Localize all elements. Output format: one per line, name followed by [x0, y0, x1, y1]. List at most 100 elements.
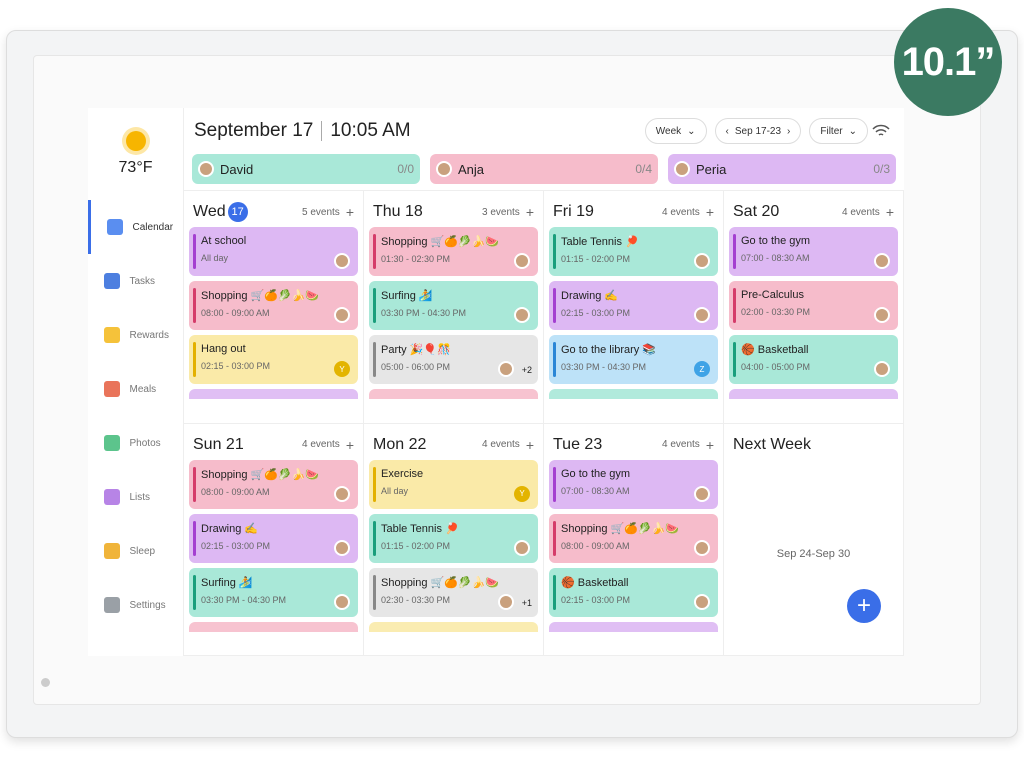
person-chip[interactable]: Peria 0/3: [668, 154, 896, 184]
person-chip[interactable]: Anja 0/4: [430, 154, 658, 184]
nav-item[interactable]: Tasks: [88, 254, 184, 308]
more-count: +1: [521, 597, 532, 608]
event-title: Go to the gym: [741, 235, 811, 247]
day-header: Wed 17 5 events +: [189, 197, 358, 227]
prev[interactable]: ‹: [725, 125, 729, 137]
next[interactable]: ›: [787, 125, 791, 137]
event-title: Shopping 🛒🍊🥬🍌🍉: [381, 236, 500, 248]
event-count: 4 events: [662, 206, 700, 218]
nav-label: Lists: [129, 491, 151, 503]
event-title: Shopping 🛒🍊🥬🍌🍉: [561, 522, 680, 535]
nav-item[interactable]: Sleep: [88, 524, 184, 578]
event-card[interactable]: Shopping 🛒🍊🥬🍌🍉 01:30 - 02:30 PM: [369, 227, 538, 276]
event-title: Table Tennis 🏓: [561, 236, 639, 248]
nav-item[interactable]: Lists: [88, 470, 184, 524]
weather: 73°F: [119, 108, 152, 200]
nav-item[interactable]: Photos: [88, 416, 184, 470]
event-time: 03:30 PM - 04:30 PM: [201, 594, 287, 605]
chevron: ⌄: [848, 125, 857, 137]
filter-button[interactable]: Filter ⌄: [809, 118, 868, 144]
person-chip[interactable]: David 0/0: [192, 154, 420, 184]
event-card[interactable]: 🏀 Basketball 02:15 - 03:00 PM: [549, 567, 718, 617]
avatar-badge: Y: [514, 485, 530, 502]
event-title: Surfing 🏄: [201, 576, 253, 589]
add-event[interactable]: +: [705, 204, 714, 220]
nav-item[interactable]: Calendar: [88, 200, 184, 254]
event-time: 05:00 - 06:00 PM: [381, 362, 451, 372]
avatar: [334, 253, 350, 269]
main: September 17 10:05 AM Week ⌄ ‹ Sep 17-23 › …: [184, 108, 904, 656]
more-events: [549, 621, 718, 632]
event-card[interactable]: Shopping 🛒🍊🥬🍌🍉 02:30 - 03:30 PM +1: [369, 567, 538, 617]
event-time: 01:15 - 02:00 PM: [561, 254, 631, 264]
event-title: 🏀 Basketball: [561, 576, 629, 589]
person-count: 0/4: [635, 162, 652, 176]
event-card[interactable]: Shopping 🛒🍊🥬🍌🍉 08:00 - 09:00 AM: [549, 513, 718, 563]
event-card[interactable]: Drawing ✍️ 02:15 - 03:00 PM: [189, 513, 358, 563]
nav-item[interactable]: Settings: [88, 578, 184, 632]
nav-item[interactable]: Meals: [88, 362, 184, 416]
range-nav[interactable]: ‹ Sep 17-23 ›: [714, 118, 802, 144]
more-events: [369, 389, 538, 399]
event-title: Table Tennis 🏓: [381, 522, 459, 535]
event-card[interactable]: Go to the gym 07:00 - 08:30 AM: [729, 227, 898, 276]
event-title: Exercise: [381, 467, 424, 480]
nav-item[interactable]: Rewards: [88, 308, 184, 362]
avatar: [198, 161, 214, 177]
add-event[interactable]: +: [345, 436, 354, 453]
event-card[interactable]: Go to the library 📚 03:30 PM - 04:30 PM Z: [549, 335, 718, 384]
event-card[interactable]: Table Tennis 🏓 01:15 - 02:00 PM: [549, 227, 718, 276]
event-time: 02:15 - 03:00 PM: [201, 540, 271, 551]
day-cell: Fri 19 4 events + Table Tennis 🏓 01:15 - 02:…: [544, 191, 724, 424]
day-cell: Wed 17 5 events + At school All day Shopping 🛒…: [184, 191, 364, 424]
event-count: 4 events: [662, 439, 700, 450]
event-card[interactable]: Hang out 02:15 - 03:00 PM Y: [189, 335, 358, 384]
day-header: Tue 23 4 events +: [549, 430, 718, 460]
avatar: [498, 593, 514, 610]
event-card[interactable]: Drawing ✍️ 02:15 - 03:00 PM: [549, 281, 718, 330]
day-cell: Tue 23 4 events + Go to the gym 07:00 - 08:3…: [544, 423, 724, 656]
day-cell: Sun 21 4 events + Shopping 🛒🍊🥬🍌🍉 08:00 - 09:…: [184, 423, 364, 656]
event-card[interactable]: Exercise All day Y: [369, 459, 538, 509]
add-event[interactable]: +: [705, 436, 714, 453]
nav-label: Rewards: [129, 329, 169, 341]
nav-label: Photos: [129, 437, 161, 449]
event-card[interactable]: Go to the gym 07:00 - 08:30 AM: [549, 459, 718, 509]
event-title: Go to the library 📚: [561, 344, 657, 356]
event-title: Drawing ✍️: [561, 290, 619, 302]
add-button[interactable]: +: [847, 589, 881, 623]
nav-icon: [103, 327, 120, 343]
view-label: Week: [655, 125, 682, 137]
event-time: 03:30 PM - 04:30 PM: [381, 308, 467, 318]
event-title: Pre-Calculus: [741, 289, 804, 301]
event-card[interactable]: 🏀 Basketball 04:00 - 05:00 PM: [729, 335, 898, 384]
event-card[interactable]: Shopping 🛒🍊🥬🍌🍉 08:00 - 09:00 AM: [189, 281, 358, 330]
add-event[interactable]: +: [525, 204, 534, 220]
day-header: Fri 19 4 events +: [549, 197, 718, 227]
event-card[interactable]: Surfing 🏄 03:30 PM - 04:30 PM: [369, 281, 538, 330]
event-card[interactable]: Pre-Calculus 02:00 - 03:30 PM: [729, 281, 898, 330]
add-event[interactable]: +: [345, 204, 354, 220]
event-card[interactable]: Table Tennis 🏓 01:15 - 02:00 PM: [369, 513, 538, 563]
avatar: [334, 539, 350, 556]
event-card[interactable]: Party 🎉🎈🎊 05:00 - 06:00 PM +2: [369, 335, 538, 384]
add-event[interactable]: +: [885, 204, 894, 220]
event-time: 02:15 - 03:00 PM: [201, 361, 271, 371]
event-time: 01:15 - 02:00 PM: [381, 540, 451, 551]
nav-label: Meals: [129, 383, 157, 395]
event-card[interactable]: Shopping 🛒🍊🥬🍌🍉 08:00 - 09:00 AM: [189, 459, 358, 509]
person-count: 0/3: [873, 162, 890, 176]
sun-icon: [125, 131, 146, 151]
view-select[interactable]: Week ⌄: [644, 118, 707, 144]
nav-icon: [103, 597, 120, 613]
event-time: 08:00 - 09:00 AM: [561, 540, 630, 551]
more-events: [729, 389, 898, 399]
avatar: [874, 253, 890, 269]
event-card[interactable]: Surfing 🏄 03:30 PM - 04:30 PM: [189, 567, 358, 617]
avatar: [334, 593, 350, 610]
event-card[interactable]: At school All day: [189, 227, 358, 276]
person-name: Peria: [696, 161, 727, 177]
day-header: Mon 22 4 events +: [369, 430, 538, 460]
add-event[interactable]: +: [525, 436, 534, 453]
